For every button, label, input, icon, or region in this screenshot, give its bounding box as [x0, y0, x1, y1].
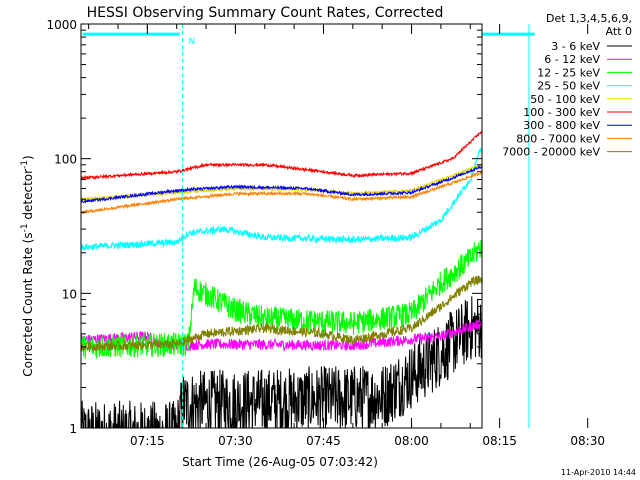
series-layer — [81, 130, 482, 428]
x-tick-label: 07:30 — [218, 434, 253, 448]
attenuator-label: N — [188, 37, 195, 47]
y-tick-label: 100 — [54, 153, 77, 167]
legend-label: 3 - 6 keV — [551, 40, 600, 53]
x-axis-label: Start Time (26-Aug-05 07:03:42) — [182, 455, 378, 469]
footer-timestamp: 11-Apr-2010 14:44 — [561, 468, 636, 477]
legend-label: 12 - 25 keV — [537, 66, 600, 79]
y-tick-label: 1000 — [46, 18, 77, 32]
y-axis-label: Corrected Count Rate (s-1 detector-1) — [20, 155, 35, 376]
series-line-6 — [81, 165, 482, 204]
legend-label: 300 - 800 keV — [523, 119, 600, 132]
x-tick-label: 08:15 — [482, 434, 517, 448]
legend-attenuator: Att 0 — [606, 25, 632, 38]
plot-frame — [80, 23, 483, 429]
attenuator-markers: N — [82, 24, 535, 428]
legend-label: 100 - 300 keV — [523, 106, 600, 119]
y-tick-label: 10 — [62, 287, 77, 301]
legend-label: 7000 - 20000 keV — [502, 146, 600, 159]
series-line-3 — [81, 147, 482, 251]
y-tick-label: 1 — [69, 422, 77, 436]
series-line-1 — [81, 319, 482, 353]
x-tick-label: 08:00 — [394, 434, 429, 448]
series-line-7 — [81, 170, 482, 215]
chart-title: HESSI Observing Summary Count Rates, Cor… — [87, 5, 444, 21]
x-tick-label: 08:30 — [570, 434, 605, 448]
series-line-8 — [81, 275, 482, 353]
x-tick-label: 07:45 — [306, 434, 341, 448]
series-line-0 — [81, 296, 482, 428]
series-line-5 — [81, 130, 482, 181]
legend-label: 50 - 100 keV — [530, 93, 600, 106]
x-tick-label: 07:15 — [130, 434, 165, 448]
axes: 1 10 100 1000 07:15 07:30 07:45 08:00 08:15 08:30 — [46, 18, 605, 448]
legend-label: 6 - 12 keV — [544, 53, 600, 66]
legend-title: Det 1,3,4,5,6,9, — [546, 12, 632, 25]
legend-label: 800 - 7000 keV — [516, 132, 600, 145]
legend-label: 25 - 50 keV — [537, 80, 600, 93]
